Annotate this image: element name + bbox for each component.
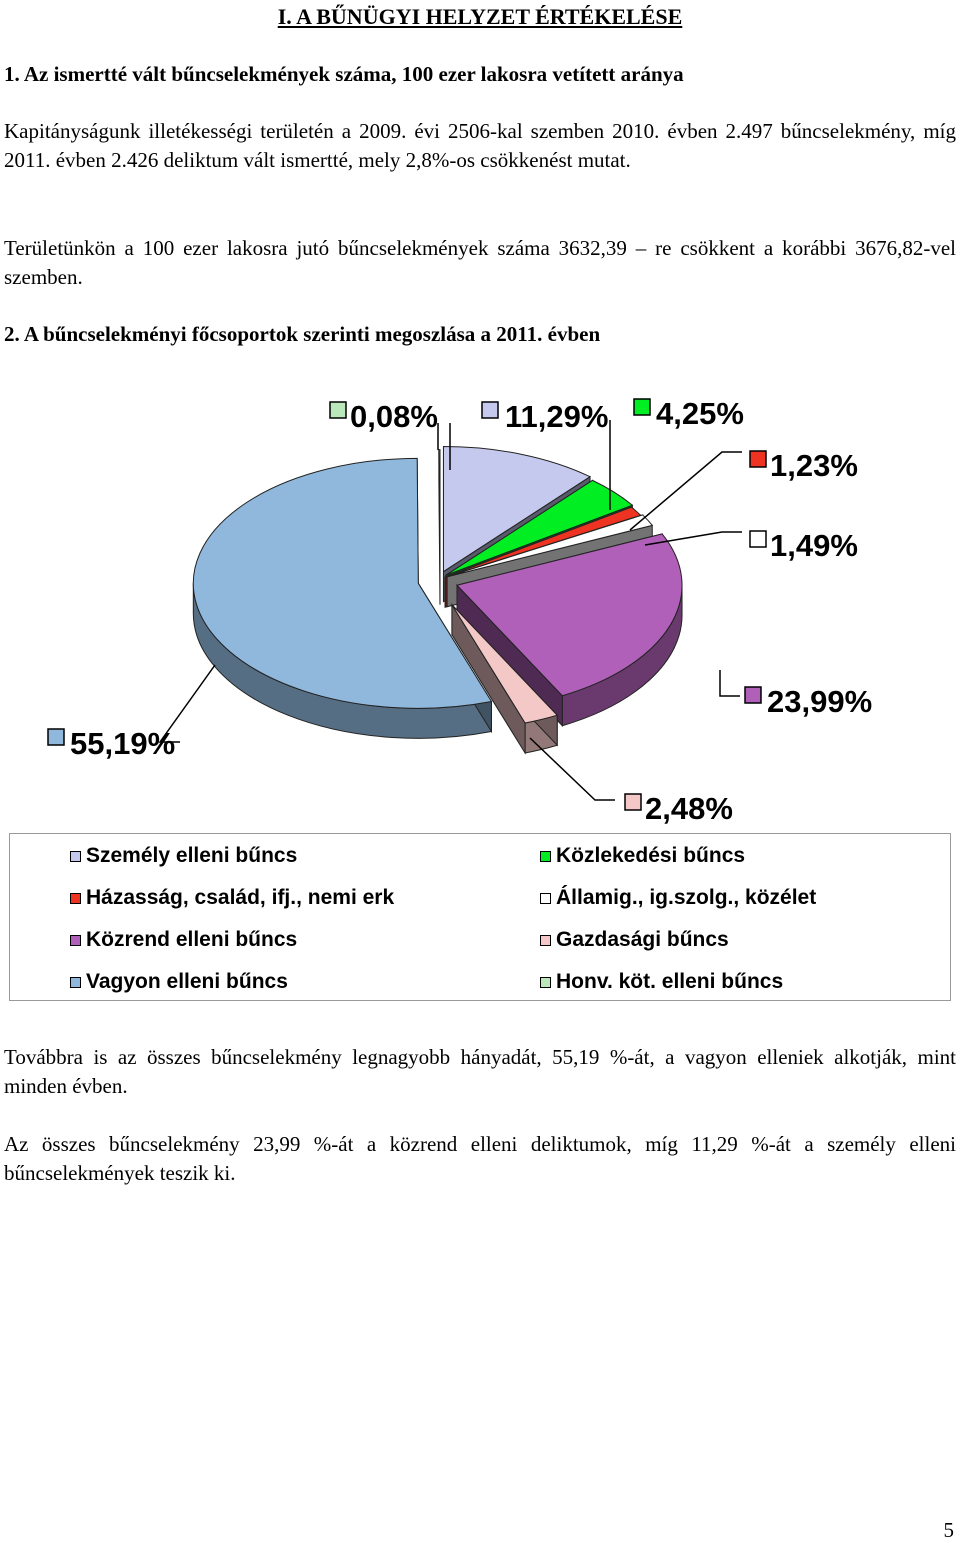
data-label-allamig-ig-szolg-kozelet: 1,49% bbox=[770, 528, 858, 563]
legend-swatch bbox=[70, 976, 81, 988]
legend-swatch bbox=[540, 850, 551, 862]
legend-label: Közlekedési bűncs bbox=[556, 844, 746, 867]
pie-slice-gazdasagi-buncs bbox=[451, 604, 559, 724]
legend-label: Gazdasági bűncs bbox=[556, 928, 729, 951]
legend-label: Államig., ig.szolg., közélet bbox=[556, 886, 817, 909]
label-swatch-gazdasagi-buncs bbox=[624, 793, 642, 811]
label-swatch-honv-kot-elleni-buncs bbox=[329, 401, 347, 419]
legend-swatch bbox=[540, 934, 551, 946]
legend-swatch bbox=[70, 934, 81, 946]
label-swatch-kozlekedesi-buncs bbox=[633, 398, 651, 416]
legend-item-kozrend-elleni-buncs: Közrend elleni bűncs bbox=[70, 928, 297, 952]
legend-item-szemely-elleni-buncs: Személy elleni bűncs bbox=[70, 844, 297, 868]
page-number: 5 bbox=[943, 1518, 955, 1542]
pie-slice-kozrend-elleni-buncs bbox=[456, 533, 683, 697]
legend-swatch bbox=[70, 850, 81, 862]
data-label-hazassag-csalad-ifj-nemi-erk: 1,23% bbox=[770, 448, 858, 483]
legend-label: Közrend elleni bűncs bbox=[86, 928, 298, 951]
section-1-title: 1. Az ismertté vált bűncselekmények szám… bbox=[4, 62, 684, 86]
paragraph-1: Kapitányságunk illetékességi területén a… bbox=[4, 119, 956, 172]
leader-line-hazassag-csalad-ifj-nemi-erk bbox=[629, 451, 742, 531]
data-label-kozlekedesi-buncs: 4,25% bbox=[656, 396, 744, 431]
legend-swatch bbox=[70, 892, 81, 904]
label-swatch-kozrend-elleni-buncs bbox=[744, 686, 762, 704]
page-heading: I. A BŰNÜGYI HELYZET ÉRTÉKELÉSE bbox=[0, 4, 960, 30]
leader-line-kozrend-elleni-buncs bbox=[719, 670, 740, 697]
data-label-kozrend-elleni-buncs: 23,99% bbox=[767, 684, 872, 719]
pie-slice-allamig-ig-szolg-kozelet bbox=[446, 514, 654, 578]
pie-slice-honv-kot-elleni-buncs bbox=[438, 449, 441, 575]
paragraph-3: Továbbra is az összes bűncselekmény legn… bbox=[4, 1045, 956, 1098]
leader-line-vagyon-elleni-buncs bbox=[158, 664, 216, 743]
legend-item-allamig-ig-szolg-kozelet: Államig., ig.szolg., közélet bbox=[540, 886, 816, 910]
leader-line-allamig-ig-szolg-kozelet bbox=[644, 531, 742, 546]
pie-slice-kozlekedesi-buncs bbox=[445, 479, 634, 576]
leader-line-gazdasagi-buncs bbox=[529, 737, 615, 801]
data-label-honv-kot-elleni-buncs: 0,08% bbox=[350, 399, 438, 434]
data-label-vagyon-elleni-buncs: 55,19% bbox=[70, 726, 175, 761]
legend-label: Házasság, család, ifj., nemi erk bbox=[86, 886, 395, 909]
label-swatch-allamig-ig-szolg-kozelet bbox=[749, 530, 767, 548]
legend-item-hazassag-csalad-ifj-nemi-erk: Házasság, család, ifj., nemi erk bbox=[70, 886, 394, 910]
paragraph-2: Területünkön a 100 ezer lakosra jutó bűn… bbox=[4, 236, 956, 289]
legend-label: Vagyon elleni bűncs bbox=[86, 970, 288, 993]
pie-chart: 11,29% 4,25% 1,23% 1,49% 23,99% 2,48% 55,19% 0,… bbox=[47, 396, 872, 826]
label-swatch-hazassag-csalad-ifj-nemi-erk bbox=[749, 450, 767, 468]
legend-item-vagyon-elleni-buncs: Vagyon elleni bűncs bbox=[70, 970, 288, 994]
legend-item-gazdasagi-buncs: Gazdasági bűncs bbox=[540, 928, 729, 952]
legend-swatch bbox=[540, 892, 551, 904]
paragraph-4: Az összes bűncselekmény 23,99 %-át a köz… bbox=[4, 1132, 956, 1185]
label-swatch-vagyon-elleni-buncs bbox=[47, 728, 65, 746]
page-heading-text: I. A BŰNÜGYI HELYZET ÉRTÉKELÉSE bbox=[277, 4, 683, 29]
label-swatch-szemely-elleni-buncs bbox=[481, 401, 499, 419]
legend-label: Honv. köt. elleni bűncs bbox=[556, 970, 784, 993]
data-label-szemely-elleni-buncs: 11,29% bbox=[505, 399, 608, 434]
section-2-title: 2. A bűncselekményi főcsoportok szerinti… bbox=[4, 322, 601, 346]
legend-swatch bbox=[540, 976, 551, 988]
chart-legend: Személy elleni bűncs Közlekedési bűncs Ház… bbox=[9, 833, 951, 1001]
legend-item-kozlekedesi-buncs: Közlekedési bűncs bbox=[540, 844, 745, 868]
data-label-gazdasagi-buncs: 2,48% bbox=[645, 791, 733, 826]
legend-item-honv-kot-elleni-buncs: Honv. köt. elleni bűncs bbox=[540, 970, 783, 994]
pie-slice-szemely-elleni-buncs bbox=[442, 446, 592, 573]
pie-slice-vagyon-elleni-buncs bbox=[192, 457, 493, 709]
legend-label: Személy elleni bűncs bbox=[86, 844, 298, 867]
